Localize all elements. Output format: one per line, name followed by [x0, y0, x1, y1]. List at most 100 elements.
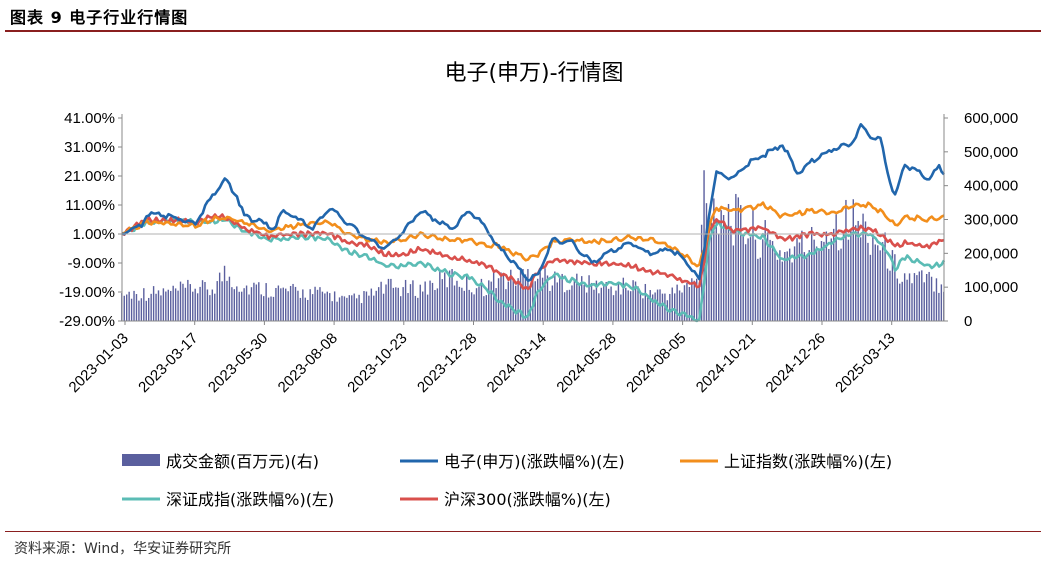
volume-bar	[236, 286, 238, 321]
volume-bar	[808, 250, 810, 321]
volume-bar	[468, 289, 470, 321]
volume-bar	[380, 281, 382, 321]
x-tick-label: 2023-03-17	[135, 330, 201, 396]
volume-bar	[148, 297, 150, 321]
volume-bar	[669, 293, 671, 321]
legend-label: 深证成指(涨跌幅%)(左)	[166, 490, 334, 509]
volume-bar	[877, 245, 879, 321]
volume-bar	[228, 276, 231, 321]
series-line-shanghai	[121, 201, 945, 268]
legend-label: 成交金额(百万元)(右)	[166, 452, 319, 471]
volume-bar	[517, 278, 519, 321]
volume-bar	[859, 237, 862, 321]
volume-bar	[355, 298, 358, 321]
volume-bar	[387, 278, 390, 321]
volume-bar	[409, 284, 412, 321]
volume-bar	[774, 252, 776, 321]
volume-bar	[881, 242, 884, 321]
volume-bar	[125, 294, 128, 321]
x-tick-label: 2024-12-26	[763, 330, 829, 396]
volume-bar	[576, 273, 578, 321]
volume-bar	[730, 225, 732, 321]
volume-bar	[407, 293, 409, 321]
volume-bar	[769, 239, 771, 321]
y-right-tick-label: 0	[964, 313, 972, 330]
volume-bar	[803, 252, 806, 321]
volume-bar	[375, 290, 377, 321]
volume-bar	[522, 269, 524, 321]
volume-bar	[461, 287, 463, 321]
volume-bar	[779, 250, 781, 321]
volume-bar	[598, 293, 600, 321]
volume-bar	[840, 248, 842, 321]
volume-bar	[686, 282, 688, 321]
volume-bars	[121, 170, 945, 321]
volume-bar	[265, 283, 267, 321]
volume-bar	[177, 290, 179, 321]
legend-label: 沪深300(涨跌幅%)(左)	[444, 490, 611, 509]
volume-bar	[742, 233, 744, 321]
volume-bar	[529, 285, 532, 321]
volume-bar	[187, 279, 189, 321]
volume-bar	[360, 303, 363, 321]
volume-bar	[382, 293, 385, 321]
volume-bar	[566, 290, 568, 321]
volume-bar	[894, 254, 896, 321]
source-note: 资料来源：Wind，华安证券研究所	[14, 541, 232, 557]
volume-bar	[837, 250, 840, 321]
volume-bar	[390, 278, 392, 321]
y-left-tick-label: -9.00%	[67, 255, 115, 272]
volume-bar	[321, 291, 324, 321]
y-right-tick-label: 600,000	[964, 110, 1018, 127]
volume-bar	[211, 289, 214, 321]
volume-bar	[879, 250, 881, 321]
volume-bar	[625, 287, 627, 321]
volume-bar	[835, 214, 837, 321]
volume-bar	[671, 287, 673, 321]
volume-bar	[938, 292, 940, 321]
y-left-tick-label: 41.00%	[64, 110, 115, 127]
volume-bar	[336, 301, 338, 321]
volume-bar	[218, 272, 221, 321]
volume-bar	[184, 287, 187, 321]
volume-bar	[170, 290, 172, 321]
volume-bar	[718, 233, 720, 321]
volume-bar	[434, 290, 436, 321]
volume-bar	[622, 277, 625, 321]
chart-title: 电子(申万)-行情图	[444, 61, 623, 86]
volume-bar	[204, 281, 206, 321]
volume-bar	[466, 275, 468, 321]
volume-bar	[473, 294, 475, 321]
volume-bar	[243, 288, 245, 321]
y-left-tick-label: 21.00%	[64, 168, 115, 185]
volume-bar	[559, 277, 561, 321]
volume-bar	[174, 288, 177, 321]
volume-bar	[338, 297, 341, 321]
volume-bar	[921, 270, 923, 321]
volume-bar	[424, 281, 426, 321]
volume-bar	[762, 239, 764, 321]
volume-bar	[632, 280, 634, 321]
volume-bar	[720, 210, 722, 321]
volume-bar	[258, 282, 260, 321]
volume-bar	[930, 276, 933, 321]
volume-bar	[470, 292, 473, 321]
volume-bar	[392, 287, 395, 321]
volume-bar	[828, 248, 830, 321]
volume-bar	[250, 287, 253, 321]
volume-bar	[554, 271, 556, 321]
volume-bar	[678, 290, 681, 321]
volume-bar	[820, 241, 823, 321]
volume-bar	[373, 295, 375, 321]
volume-bar	[791, 262, 793, 321]
volume-bar	[275, 287, 277, 321]
volume-bar	[287, 291, 289, 321]
volume-bar	[480, 278, 483, 321]
volume-bar	[419, 284, 421, 321]
volume-bar	[253, 282, 255, 321]
volume-bar	[647, 297, 649, 321]
volume-bar	[282, 287, 284, 321]
volume-bar	[845, 199, 847, 321]
volume-bar	[395, 287, 397, 321]
volume-bar	[497, 278, 500, 321]
